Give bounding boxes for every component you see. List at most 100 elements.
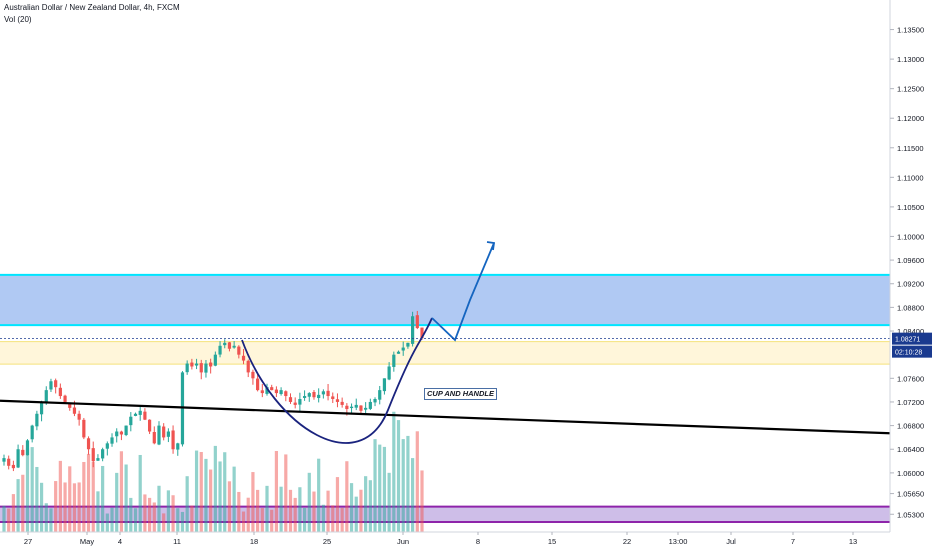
- price-tick-label: 1.10500: [897, 203, 924, 212]
- volume-bar: [387, 472, 391, 532]
- candle-body: [11, 464, 15, 469]
- volume-bar: [110, 507, 114, 532]
- candle-body: [82, 419, 86, 438]
- candle-body: [284, 391, 288, 397]
- price-tick-label: 1.09200: [897, 280, 924, 289]
- last-price-text: 1.08271: [895, 337, 920, 344]
- volume-bar: [340, 507, 344, 532]
- volume-bar: [44, 503, 48, 532]
- volume-bar: [345, 461, 349, 532]
- volume-bar: [138, 454, 142, 532]
- volume-bar: [227, 481, 232, 532]
- candle-body: [54, 380, 58, 388]
- price-tick-label: 1.08400: [897, 327, 924, 336]
- candle-body: [288, 397, 293, 402]
- volume-bar: [39, 482, 44, 532]
- candle-body: [382, 378, 387, 392]
- volume-bar: [312, 491, 316, 532]
- candle-body: [401, 347, 405, 351]
- volume-bar: [143, 494, 147, 532]
- candle-body: [420, 327, 424, 339]
- volume-bar: [105, 513, 109, 532]
- last-price-badge: [892, 332, 932, 345]
- volume-bar: [157, 485, 161, 532]
- volume-bar: [373, 439, 377, 532]
- candle-body: [326, 390, 330, 397]
- volume-bar: [232, 466, 236, 532]
- candle-body: [16, 449, 20, 468]
- volume-bar: [392, 411, 396, 532]
- price-tick-label: 1.10000: [897, 232, 924, 241]
- volume-bar: [58, 460, 62, 532]
- volume-bar: [270, 509, 274, 532]
- candle-body: [345, 405, 349, 410]
- volume-bar: [101, 465, 105, 532]
- time-tick-label: 8: [476, 537, 480, 546]
- candle-body: [298, 399, 302, 405]
- time-tick-label: Jun: [397, 537, 409, 546]
- cup-and-handle-label[interactable]: CUP AND HANDLE: [424, 388, 497, 400]
- price-tick-label: 1.05300: [897, 510, 924, 519]
- volume-bar: [401, 439, 405, 532]
- candle-body: [218, 345, 222, 355]
- volume-bar: [25, 448, 30, 532]
- candle-body: [190, 362, 194, 367]
- volume-bar: [415, 431, 419, 532]
- candle-body: [209, 362, 213, 367]
- time-tick-label: 7: [791, 537, 795, 546]
- candle-body: [406, 342, 410, 347]
- volume-bar: [82, 461, 86, 532]
- volume-bar: [16, 479, 20, 532]
- candle-body: [176, 443, 180, 450]
- volume-bar: [298, 487, 302, 532]
- time-tick-label: 15: [548, 537, 556, 546]
- price-tick-label: 1.13500: [897, 26, 924, 35]
- candle-body: [199, 363, 203, 373]
- volume-bar: [21, 474, 25, 532]
- volume-bar: [2, 505, 6, 532]
- candle-body: [162, 426, 166, 438]
- volume-bar: [284, 454, 288, 532]
- volume-bar: [420, 470, 424, 532]
- candle-body: [213, 354, 217, 366]
- volume-bar: [364, 476, 368, 532]
- resistance-zone: [0, 274, 890, 326]
- candle-body: [115, 431, 119, 437]
- volume-bar: [396, 420, 401, 532]
- candlesticks: [2, 310, 424, 472]
- time-tick-label: Jul: [726, 537, 736, 546]
- volume-bar: [77, 482, 81, 532]
- volume-bar: [213, 445, 217, 532]
- candle-body: [21, 449, 25, 456]
- candle-body: [373, 399, 377, 403]
- candle-body: [317, 394, 321, 399]
- candle-body: [91, 448, 95, 462]
- price-tick-label: 1.07600: [897, 374, 924, 383]
- time-tick-label: 25: [323, 537, 331, 546]
- candle-body: [171, 430, 175, 450]
- candle-body: [387, 366, 391, 380]
- countdown-badge: [892, 345, 932, 358]
- price-axis-background: [890, 0, 932, 550]
- volume-bar: [293, 497, 297, 532]
- volume-bar: [68, 466, 72, 532]
- candle-body: [101, 449, 105, 459]
- time-tick-label: 13:00: [669, 537, 688, 546]
- volume-bar: [171, 495, 175, 532]
- volume-bar: [378, 444, 382, 532]
- price-tick-label: 1.11500: [897, 144, 924, 153]
- volume-bar: [133, 508, 138, 532]
- candle-body: [415, 315, 419, 329]
- volume-area-zone: [0, 506, 890, 522]
- volume-bar: [209, 469, 213, 532]
- candle-body: [2, 458, 6, 462]
- candle-body: [246, 360, 250, 373]
- candle-body: [335, 399, 340, 402]
- volume-bar: [382, 446, 387, 532]
- candle-body: [166, 431, 170, 437]
- volume-bar: [274, 450, 279, 532]
- candle-body: [35, 413, 39, 427]
